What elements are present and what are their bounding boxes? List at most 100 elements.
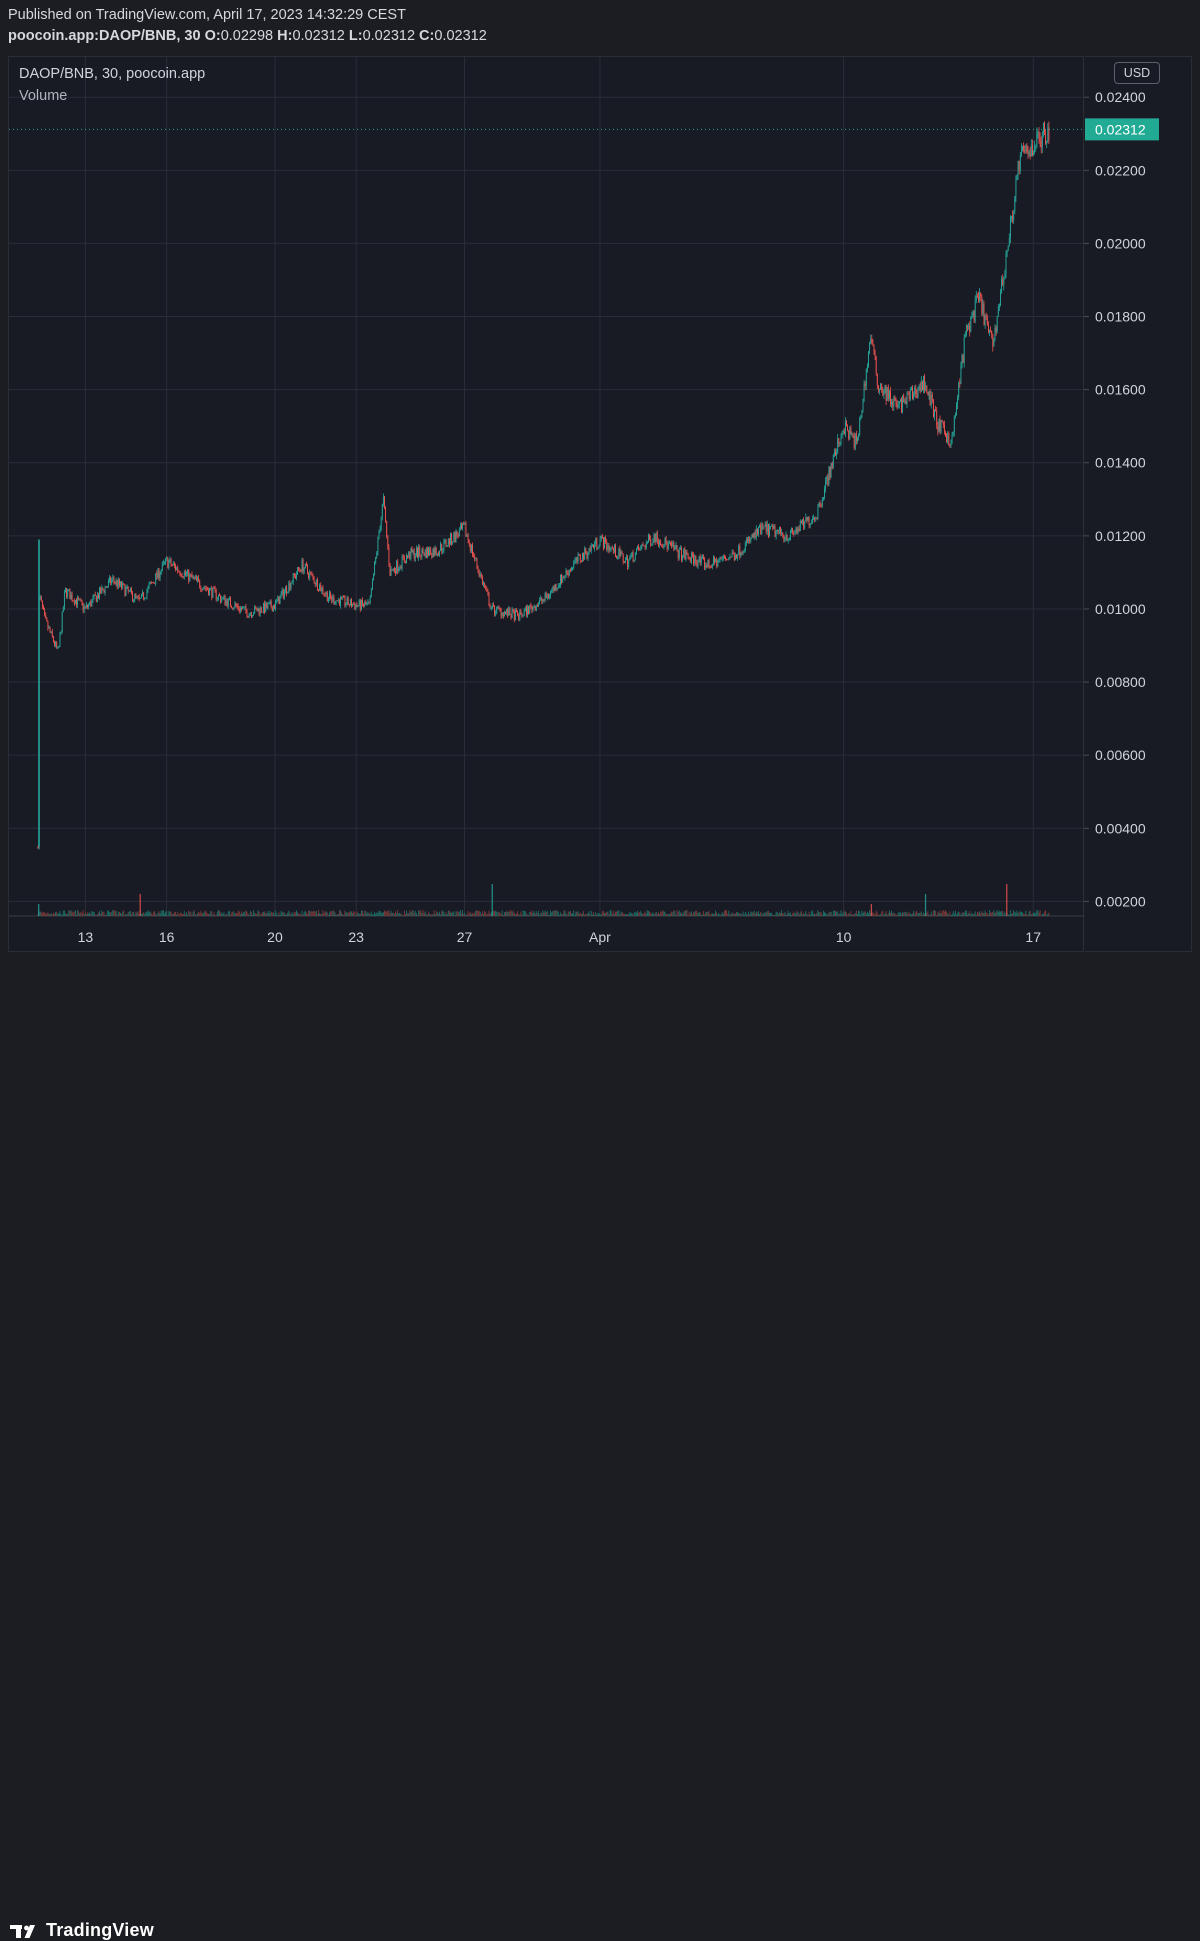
- candle-body: [215, 590, 217, 600]
- volume-bar: [892, 913, 894, 916]
- volume-bar: [382, 912, 384, 916]
- volume-bar: [209, 914, 211, 916]
- volume-bar: [1038, 912, 1040, 916]
- volume-bar: [653, 914, 655, 916]
- volume-bar: [461, 913, 462, 916]
- volume-bar: [363, 913, 365, 916]
- candle-body: [281, 589, 283, 594]
- candle-body: [663, 546, 665, 548]
- candle-body: [381, 504, 383, 518]
- price-axis-panel[interactable]: [1085, 56, 1192, 952]
- candle-body: [863, 383, 865, 399]
- candle-body: [771, 525, 773, 527]
- candle-body: [846, 421, 847, 426]
- volume-bar: [788, 913, 790, 916]
- candle-body: [946, 435, 948, 442]
- volume-bar: [531, 910, 533, 916]
- candle-body: [927, 392, 929, 396]
- candle-body: [1023, 146, 1025, 151]
- volume-bar: [1018, 912, 1020, 916]
- volume-bar: [369, 913, 371, 916]
- volume-bar: [176, 914, 178, 916]
- candle-body: [578, 554, 580, 556]
- candle-body: [514, 610, 516, 621]
- currency-button[interactable]: USD: [1114, 62, 1160, 84]
- candle-body: [503, 611, 505, 617]
- volume-bar: [947, 913, 949, 916]
- volume-bar: [722, 913, 724, 916]
- volume-bar: [256, 913, 258, 916]
- last-price-badge: [1085, 118, 1159, 141]
- candle-body: [769, 526, 770, 537]
- candle-body: [1031, 145, 1033, 156]
- volume-bar: [787, 910, 789, 916]
- candle-body: [341, 597, 343, 599]
- candle-body: [199, 580, 201, 588]
- volume-bar: [715, 910, 717, 916]
- candle-body: [46, 617, 48, 622]
- candle-body: [957, 396, 959, 406]
- volume-bar: [561, 914, 563, 916]
- candle-body: [613, 545, 615, 552]
- volume-bar: [489, 913, 491, 916]
- candle-body: [81, 600, 83, 604]
- volume-bar: [45, 913, 47, 916]
- volume-bar: [411, 910, 413, 916]
- last-price-overlay: 0.02312: [9, 118, 1159, 141]
- volume-bar: [378, 910, 380, 916]
- volume-bar: [652, 912, 654, 916]
- candle-body: [424, 549, 426, 556]
- chart-pane[interactable]: [8, 56, 1084, 952]
- candle-body: [228, 598, 230, 600]
- candle-body: [142, 592, 143, 594]
- volume-bar: [950, 914, 952, 916]
- candle-body: [701, 556, 703, 558]
- candle-body: [127, 586, 129, 591]
- volume-bar: [832, 910, 834, 916]
- candle-body: [605, 537, 607, 542]
- tradingview-brand[interactable]: TradingView: [10, 1920, 154, 1941]
- y-tick-label: 0.01800: [1095, 309, 1146, 325]
- chart-legend-volume[interactable]: Volume: [19, 88, 68, 104]
- candle-body: [329, 592, 330, 599]
- volume-bar: [505, 911, 506, 916]
- volume-bar: [983, 912, 985, 916]
- candle-body: [784, 538, 786, 540]
- chart-legend-symbol[interactable]: DAOP/BNB, 30, poocoin.app: [19, 66, 206, 82]
- volume-bar: [723, 910, 725, 916]
- published-note: Published on TradingView.com, April 17, …: [8, 7, 406, 23]
- candle-body: [255, 606, 257, 609]
- candle-body: [510, 614, 512, 619]
- volume-bar: [102, 911, 104, 916]
- candle-body: [774, 526, 776, 537]
- candle-body: [942, 422, 944, 425]
- candle-body: [741, 553, 743, 554]
- candle-body: [376, 552, 378, 557]
- candle-body: [208, 590, 209, 596]
- candle-body: [815, 518, 817, 520]
- candle-body: [861, 410, 863, 416]
- candle-body: [765, 524, 767, 532]
- volume-bar: [307, 913, 308, 916]
- candle-body: [848, 430, 850, 440]
- volume-bar: [48, 913, 50, 916]
- volume-bar: [495, 910, 497, 916]
- candle-body: [847, 425, 849, 431]
- candle-body: [487, 590, 489, 595]
- volume-bar: [598, 913, 600, 916]
- candle-body: [748, 537, 750, 541]
- volume-bar: [728, 910, 730, 916]
- volume-bar: [940, 913, 942, 916]
- candle-body: [730, 556, 732, 558]
- x-tick-label: 20: [267, 929, 283, 945]
- candle-body: [830, 463, 832, 478]
- volume-bar: [785, 914, 787, 916]
- candle-body: [840, 437, 842, 444]
- volume-bar: [645, 913, 647, 916]
- volume-bar: [166, 910, 168, 916]
- candle-body: [884, 385, 886, 391]
- volume-bar: [865, 913, 867, 916]
- candle-body: [718, 561, 720, 562]
- candle-body: [665, 537, 667, 544]
- volume-bar: [142, 913, 143, 916]
